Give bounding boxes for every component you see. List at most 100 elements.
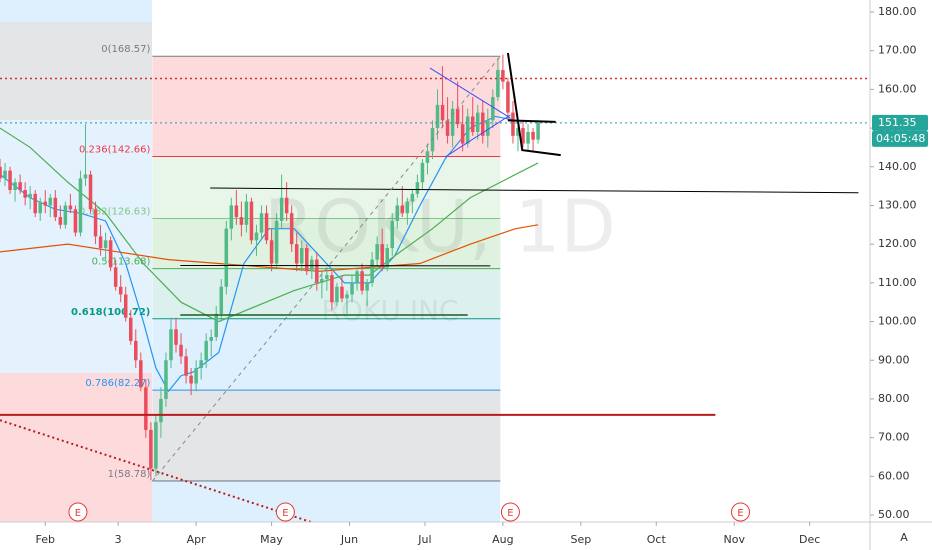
candle-body — [506, 81, 510, 113]
fib-band — [152, 318, 501, 391]
y-tick-label: 100.00 — [878, 315, 917, 328]
candle-body — [214, 313, 219, 338]
candle-body — [209, 337, 213, 341]
fib-label: 0.382(126.63) — [79, 207, 151, 218]
candle-body — [229, 205, 234, 229]
earnings-marker — [500, 502, 520, 522]
candle-body — [164, 360, 168, 399]
x-tick-label: May — [260, 533, 283, 546]
candle-body — [219, 286, 224, 314]
candle-body — [259, 213, 264, 233]
candle-body — [455, 108, 460, 125]
candle-body — [284, 197, 289, 214]
y-tick-label: 130.00 — [878, 198, 917, 211]
candle-body — [103, 240, 108, 249]
left-background — [0, 0, 500, 522]
fib-band — [152, 390, 501, 482]
watermark-subtitle: ROKU INC — [321, 294, 458, 327]
candle-body — [395, 205, 400, 221]
candle-body — [279, 197, 284, 221]
candle-body — [83, 174, 88, 179]
candle-body — [239, 217, 244, 225]
candle-body — [370, 259, 374, 283]
candle-body — [465, 116, 470, 144]
x-tick-label: Dec — [799, 533, 820, 546]
drawing-line — [151, 55, 501, 482]
candle-body — [123, 294, 128, 318]
candle-body — [385, 248, 389, 268]
candle-body — [350, 282, 354, 295]
candle-body — [516, 128, 520, 136]
bg-band — [0, 0, 152, 22]
y-tick-label: 110.00 — [878, 276, 917, 289]
drawing-line — [0, 419, 315, 522]
moving-average — [0, 127, 539, 323]
candle-body — [491, 97, 495, 121]
countdown-tag — [872, 130, 928, 147]
candle-body — [128, 317, 133, 341]
candle-body — [536, 122, 540, 140]
candle-body — [144, 387, 148, 430]
moving-average — [0, 115, 516, 393]
candle-body — [63, 205, 68, 225]
candle-body — [88, 174, 93, 210]
scale-mode[interactable]: A — [900, 531, 908, 544]
candle-body — [345, 294, 349, 299]
drawing-line — [506, 52, 561, 157]
fib-label: 0(168.57) — [101, 44, 150, 55]
candle-body — [390, 220, 395, 249]
x-tick-label: 3 — [115, 533, 122, 546]
candle-body — [33, 193, 37, 214]
candle-body — [254, 232, 259, 241]
x-tick-label: Jul — [417, 533, 431, 546]
candle-body — [139, 360, 143, 388]
candle-body — [425, 151, 430, 163]
fib: 0(168.57) 0.236(142.66) 0.382(126.63) 0.5(1… — [71, 44, 501, 482]
candle-body — [18, 182, 22, 190]
x-tick-label: Apr — [187, 533, 207, 546]
candle-body — [360, 271, 364, 291]
bg-band — [0, 373, 152, 522]
y-tick-label: 80.00 — [878, 392, 910, 405]
candle-body — [294, 244, 299, 264]
candle-body — [355, 271, 359, 283]
candle-body — [320, 278, 324, 283]
candle-body — [325, 275, 329, 279]
watermark: ROKU, 1D — [264, 185, 616, 269]
candle-body — [330, 275, 334, 303]
candle-body — [481, 112, 485, 136]
candle-body — [134, 340, 138, 361]
candle-body — [48, 197, 53, 206]
candle-body — [98, 236, 103, 249]
y-tick-label: 160.00 — [878, 82, 917, 95]
candle-body — [440, 104, 445, 121]
candle-body — [3, 170, 7, 179]
y-tick-label: 140.00 — [878, 160, 917, 173]
fib-band — [152, 56, 501, 157]
fib-label: 1(58.78) — [108, 469, 151, 480]
bg-band — [0, 120, 152, 373]
candle-body — [204, 340, 208, 361]
candle-body — [501, 70, 505, 82]
candle-body — [435, 104, 440, 129]
candle-body — [526, 131, 530, 144]
fib-band — [152, 218, 501, 269]
candle-body — [521, 128, 525, 144]
candle-body — [415, 182, 420, 194]
candle-body — [58, 217, 63, 225]
drawing-line — [429, 67, 511, 119]
candle-body — [531, 131, 535, 140]
x-tick-label: Oct — [647, 533, 667, 546]
candle-body — [305, 248, 309, 272]
candle-body — [496, 70, 500, 98]
fib-label: 0.786(82.27) — [85, 378, 150, 389]
candle-body — [43, 201, 48, 206]
drawings — [0, 52, 870, 522]
drawing-line — [507, 119, 556, 123]
candle-body — [511, 112, 515, 136]
candle-body — [365, 282, 369, 291]
bg-band — [0, 22, 152, 120]
candle-body — [445, 120, 450, 136]
